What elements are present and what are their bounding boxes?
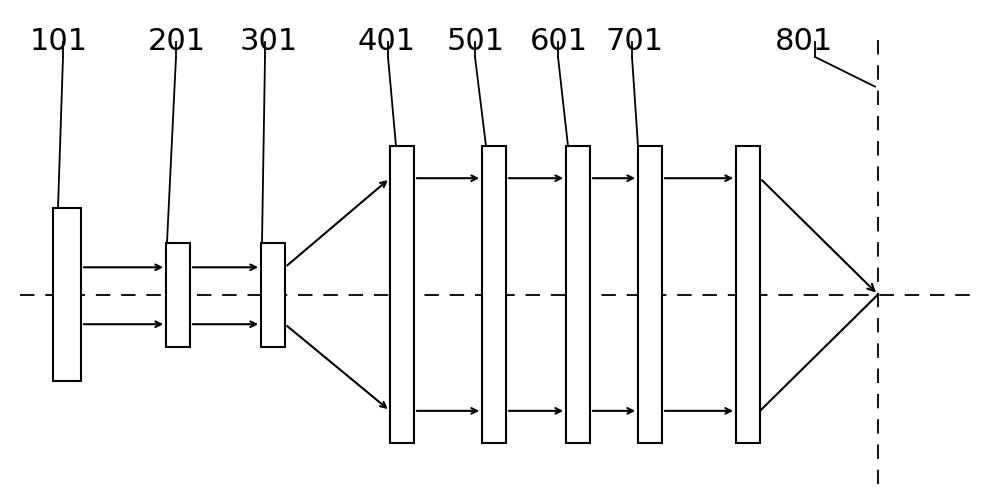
Bar	[53, 208, 81, 381]
Bar	[638, 146, 662, 443]
Text: 201: 201	[148, 27, 206, 56]
Bar	[736, 146, 760, 443]
Bar	[390, 146, 414, 443]
Bar	[566, 146, 590, 443]
Text: 801: 801	[775, 27, 833, 56]
Text: 301: 301	[240, 27, 298, 56]
Text: 401: 401	[358, 27, 416, 56]
Text: 601: 601	[530, 27, 588, 56]
Bar	[166, 243, 190, 346]
Text: 101: 101	[30, 27, 88, 56]
Text: 701: 701	[605, 27, 663, 56]
Bar	[482, 146, 506, 443]
Bar	[261, 243, 285, 346]
Text: 501: 501	[447, 27, 505, 56]
